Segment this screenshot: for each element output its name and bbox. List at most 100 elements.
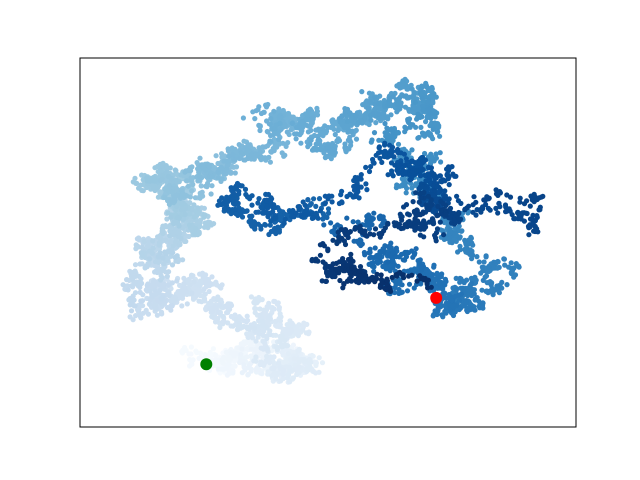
data-point: [370, 255, 377, 261]
data-point: [456, 297, 463, 303]
data-point: [344, 118, 350, 124]
data-point: [268, 116, 274, 122]
data-point: [493, 187, 499, 193]
data-point: [456, 209, 462, 216]
data-point: [157, 250, 163, 256]
data-point: [169, 303, 175, 309]
data-point: [359, 89, 365, 95]
data-point: [124, 283, 131, 289]
data-point: [421, 225, 427, 231]
data-point: [486, 264, 492, 270]
data-point: [223, 167, 230, 173]
data-point: [260, 332, 266, 338]
data-point: [434, 129, 440, 135]
data-point: [287, 379, 293, 385]
data-point: [238, 351, 244, 358]
data-point: [315, 258, 321, 264]
data-point: [370, 216, 376, 222]
data-point: [491, 259, 497, 265]
data-point: [413, 246, 419, 252]
data-point: [265, 129, 271, 135]
data-point: [495, 210, 501, 216]
data-point: [277, 333, 283, 340]
data-point: [179, 292, 185, 298]
data-point: [435, 212, 441, 218]
data-point: [367, 99, 373, 105]
data-point: [481, 197, 487, 203]
data-point: [325, 246, 331, 252]
data-point: [293, 136, 299, 142]
data-point: [147, 256, 153, 262]
data-point: [279, 349, 285, 356]
data-point: [229, 163, 235, 169]
data-point: [146, 301, 152, 307]
data-point: [162, 194, 168, 200]
data-point: [277, 311, 283, 317]
data-point: [398, 100, 404, 106]
data-point: [429, 216, 436, 222]
data-point: [187, 194, 193, 200]
data-point: [178, 172, 184, 178]
data-point: [313, 362, 319, 369]
data-point: [197, 271, 203, 277]
data-point: [134, 273, 140, 279]
data-point: [328, 220, 334, 226]
data-point: [376, 214, 382, 220]
data-point: [395, 263, 401, 269]
data-point: [264, 304, 270, 310]
data-point: [387, 100, 393, 106]
data-point: [313, 141, 319, 147]
data-point: [406, 281, 413, 287]
data-point: [334, 222, 341, 228]
data-point: [192, 195, 198, 201]
data-point: [245, 371, 251, 377]
data-point: [215, 315, 221, 322]
data-point: [120, 282, 126, 288]
data-point: [334, 139, 341, 145]
data-point: [269, 365, 275, 372]
data-point: [274, 346, 280, 353]
data-point: [238, 316, 244, 322]
data-point: [287, 368, 293, 374]
data-point: [353, 112, 359, 118]
data-point: [285, 351, 291, 357]
data-point: [191, 295, 197, 301]
data-point: [150, 245, 156, 251]
data-point: [242, 157, 248, 163]
data-point: [139, 253, 146, 259]
data-point: [394, 108, 400, 114]
data-point: [414, 278, 420, 284]
data-point: [218, 366, 224, 372]
data-point: [213, 279, 219, 285]
data-point: [135, 283, 141, 289]
data-point: [290, 375, 296, 381]
data-point: [414, 168, 420, 174]
data-point: [316, 355, 322, 361]
data-point: [271, 148, 277, 154]
data-point: [431, 220, 437, 227]
data-point: [129, 295, 135, 301]
data-point: [347, 271, 353, 277]
data-point: [525, 223, 532, 229]
data-point: [124, 277, 130, 283]
data-point: [257, 306, 263, 312]
data-point: [342, 108, 348, 115]
data-point: [168, 307, 174, 313]
data-point: [385, 172, 391, 178]
data-point: [156, 242, 162, 248]
data-point: [237, 155, 243, 162]
data-point: [300, 327, 306, 333]
data-point: [504, 282, 510, 288]
data-point: [404, 78, 410, 84]
data-point: [217, 301, 223, 308]
data-point: [396, 81, 402, 87]
data-point: [438, 159, 444, 165]
data-point: [463, 300, 469, 306]
data-point: [194, 160, 200, 166]
data-point: [169, 280, 175, 286]
data-point: [154, 297, 160, 303]
data-point: [233, 316, 239, 322]
data-point: [198, 355, 204, 361]
data-point: [156, 254, 162, 260]
data-point: [255, 298, 262, 304]
